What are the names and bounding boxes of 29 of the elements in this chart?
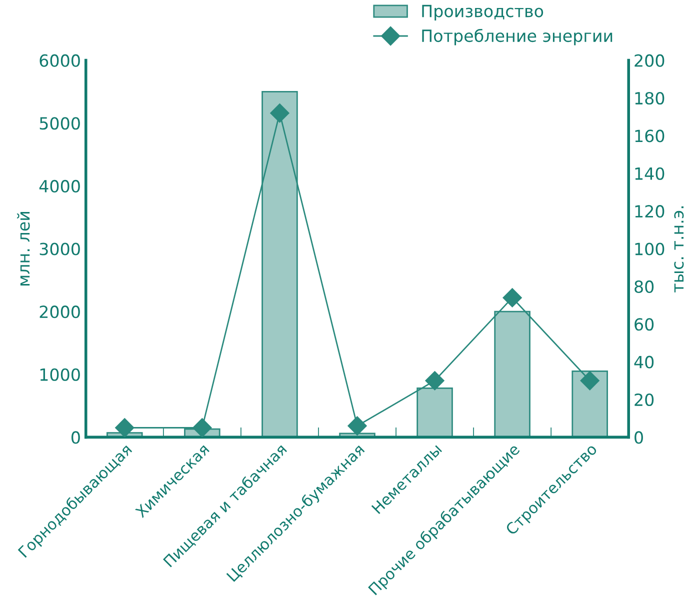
y2-tick-label: 200 bbox=[634, 54, 664, 67]
point bbox=[502, 288, 522, 308]
y2-tick-label: 100 bbox=[635, 242, 664, 256]
y2-tick-label: 180 bbox=[635, 92, 664, 105]
y2-tick-label: 60 bbox=[634, 318, 654, 331]
y-tick-label: 3000 bbox=[40, 242, 80, 256]
y-tick-label: 6000 bbox=[40, 54, 80, 67]
point bbox=[115, 418, 134, 438]
point bbox=[192, 418, 212, 438]
y-tick-label: 2000 bbox=[40, 306, 80, 318]
y-tick-label: 1000 bbox=[40, 368, 80, 381]
y2-tick-label: 140 bbox=[635, 167, 664, 180]
y2-tick-label: 120 bbox=[635, 205, 664, 218]
y-tick-label: 0 bbox=[72, 431, 80, 444]
point bbox=[270, 104, 290, 123]
y-axis-title: млн. лей bbox=[16, 212, 30, 286]
point bbox=[348, 416, 367, 436]
y2-tick-label: 20 bbox=[634, 393, 654, 406]
y2-tick-label: 80 bbox=[634, 280, 654, 293]
point bbox=[580, 371, 600, 390]
point bbox=[425, 371, 444, 390]
y2-axis-title: тыс. т.н.э. bbox=[674, 206, 684, 292]
y2-tick-label: 0 bbox=[634, 431, 643, 444]
y-tick-label: 4000 bbox=[39, 180, 80, 192]
legend-label: Потребление энергии bbox=[422, 28, 612, 46]
y2-tick-label: 40 bbox=[634, 356, 654, 368]
y-tick-label: 5000 bbox=[40, 117, 80, 130]
y2-tick-label: 160 bbox=[635, 130, 664, 142]
legend-label: Производство bbox=[422, 4, 544, 21]
